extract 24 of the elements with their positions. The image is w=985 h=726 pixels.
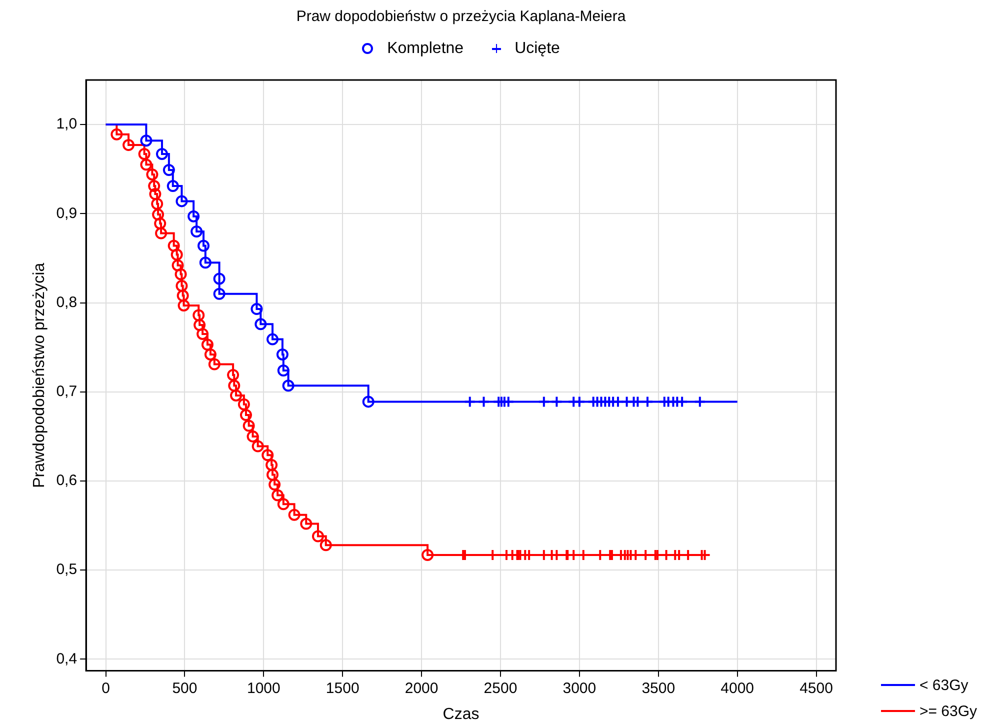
y-tick-label: 0,5 bbox=[56, 561, 78, 578]
x-tick-label: 3500 bbox=[642, 680, 676, 697]
y-tick-label: 0,4 bbox=[56, 650, 78, 668]
chart-title: Praw dopodobieństw o przeżycia Kaplana-Meiera bbox=[295, 8, 627, 25]
y-tick-label: 0,9 bbox=[56, 204, 78, 222]
legend-label: < 63Gy bbox=[919, 676, 968, 694]
y-tick-label: 0,7 bbox=[56, 383, 78, 400]
x-tick-label: 1000 bbox=[246, 680, 280, 697]
x-tick-label: 0 bbox=[102, 680, 110, 697]
x-tick-label: 500 bbox=[172, 680, 198, 697]
legend-label: Kompletne bbox=[387, 40, 464, 57]
x-tick-label: 4500 bbox=[800, 680, 833, 697]
y-tick-label: 1,0 bbox=[56, 116, 78, 133]
x-tick-label: 1500 bbox=[326, 680, 360, 697]
legend-label: Ucięte bbox=[514, 40, 560, 57]
x-tick-label: 4000 bbox=[720, 680, 754, 697]
x-tick-label: 2500 bbox=[484, 680, 518, 697]
x-tick-label: 3000 bbox=[562, 680, 596, 697]
x-axis-title: Czas bbox=[442, 706, 480, 723]
y-tick-label: 0,8 bbox=[56, 294, 78, 311]
y-axis-title: Prawdopodobieństwo przeżycia bbox=[31, 262, 48, 488]
legend-label: >= 63Gy bbox=[919, 702, 977, 720]
y-tick-label: 0,6 bbox=[56, 472, 78, 490]
x-tick-label: 2000 bbox=[404, 680, 438, 697]
